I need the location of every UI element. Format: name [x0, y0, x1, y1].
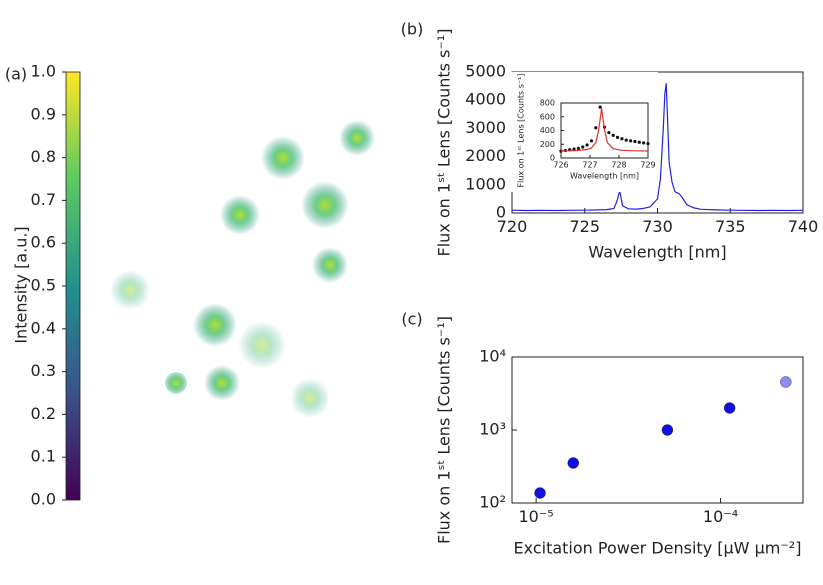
y-tick-label: 200 — [540, 140, 555, 149]
y-tick-label: 600 — [540, 112, 555, 121]
scale-bar-label: 2µm — [341, 395, 372, 411]
data-point — [534, 487, 546, 499]
panel-label: (c) — [401, 310, 422, 329]
y-axis-label: Flux on 1ˢᵗ Lens [Counts s⁻¹] — [435, 316, 454, 544]
x-tick-label: 726 — [553, 161, 568, 170]
x-tick-label: 720 — [497, 217, 528, 236]
colorbar-tick-label: 0.1 — [31, 447, 56, 466]
data-point — [567, 457, 579, 469]
data-point — [646, 141, 650, 146]
colorbar-tick-label: 0.0 — [31, 490, 56, 509]
data-point — [598, 105, 602, 109]
data-point — [633, 139, 637, 144]
x-tick-label: 727 — [582, 161, 597, 170]
data-point — [642, 141, 646, 145]
x-tick-label: 10⁻⁴ — [703, 507, 738, 526]
y-tick-label: 10⁴ — [479, 347, 506, 366]
colorbar-tick-label: 0.8 — [31, 147, 56, 166]
panel-label: (b) — [401, 20, 424, 39]
data-point — [585, 143, 589, 147]
x-tick-label: 725 — [569, 217, 600, 236]
data-point — [611, 133, 615, 137]
y-tick-label: 10³ — [479, 420, 506, 439]
x-tick-label: 729 — [640, 161, 655, 170]
data-point — [661, 424, 674, 436]
colorbar — [65, 71, 81, 501]
x-axis-label: Wavelength [nm] — [570, 172, 639, 181]
x-axis-label: Wavelength [nm] — [588, 243, 726, 262]
y-axis-label: Flux on 1ˢᵗ Lens [Counts s⁻¹] — [435, 29, 454, 257]
y-tick-label: 0 — [550, 154, 555, 163]
data-point — [594, 126, 598, 130]
data-point — [589, 139, 594, 143]
y-tick-label: 0 — [496, 203, 506, 222]
x-axis-label: Excitation Power Density [µW µm⁻²] — [514, 539, 802, 558]
data-point — [624, 138, 628, 142]
data-point — [620, 137, 624, 141]
colorbar-tick-label: 0.5 — [31, 276, 56, 295]
x-tick-label: 728 — [611, 161, 626, 170]
data-point — [607, 130, 611, 135]
x-tick-label: 10⁻⁵ — [519, 507, 554, 526]
colorbar-tick-label: 0.7 — [31, 190, 56, 209]
data-point — [581, 145, 585, 149]
data-point — [723, 402, 736, 414]
colorbar-tick-label: 0.4 — [31, 318, 56, 337]
data-point — [780, 376, 792, 388]
x-tick-label: 730 — [642, 217, 673, 236]
y-tick-label: 1000 — [465, 174, 506, 193]
plot-frame — [511, 356, 804, 504]
data-point — [615, 135, 620, 139]
spectrum-line — [511, 83, 804, 212]
y-tick-label: 10² — [479, 493, 506, 512]
x-tick-label: 735 — [715, 217, 746, 236]
inset-background — [508, 72, 658, 192]
data-point — [576, 146, 581, 150]
x-tick-label: 740 — [788, 217, 819, 236]
colorbar-tick-label: 0.6 — [31, 233, 56, 252]
colorbar-tick-label: 0.3 — [31, 361, 56, 380]
colorbar-tick-label: 1.0 — [31, 62, 56, 81]
y-tick-label: 4000 — [465, 90, 506, 109]
y-axis-label: Flux on 1ˢᵗ Lens [Counts s⁻¹] — [517, 74, 526, 188]
colorbar-tick-label: 0.2 — [31, 404, 56, 423]
colorbar-tick-label: 0.9 — [31, 104, 56, 123]
y-tick-label: 800 — [540, 99, 555, 108]
y-tick-label: 3000 — [465, 118, 506, 137]
y-tick-label: 2000 — [465, 146, 506, 165]
y-tick-label: 400 — [540, 126, 555, 135]
data-point — [572, 147, 576, 151]
colorbar-label: Intensity [a.u.] — [12, 226, 31, 343]
data-point — [637, 140, 641, 144]
micrograph — [110, 120, 375, 418]
spectrum-line — [560, 108, 649, 152]
panel-label: (a) — [5, 65, 27, 84]
data-point — [629, 139, 633, 143]
y-tick-label: 5000 — [465, 62, 506, 81]
